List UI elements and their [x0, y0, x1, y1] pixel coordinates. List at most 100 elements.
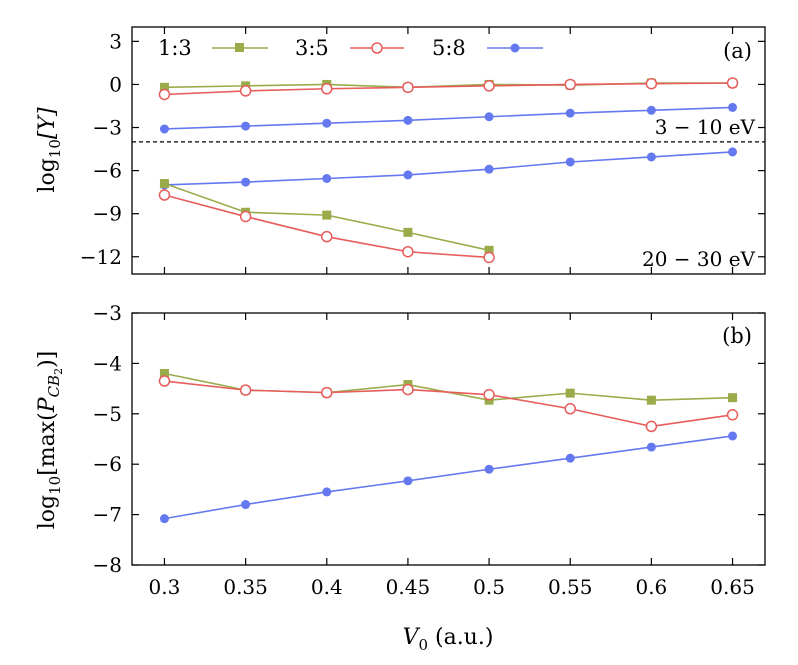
- data-point: [646, 152, 656, 162]
- data-point: [158, 88, 171, 101]
- data-point: [646, 442, 656, 452]
- data-point: [402, 245, 414, 258]
- x-tick-label: 0.6: [635, 575, 667, 599]
- panel-b-ylabel-mid: [max(: [35, 412, 60, 476]
- data-point: [322, 118, 332, 128]
- panel-b-ylabel-cb: CB: [45, 375, 63, 398]
- data-point: [159, 514, 169, 524]
- data-point: [239, 85, 252, 97]
- data-point: [321, 386, 333, 399]
- panel-a-series-5-8-20-30-ev: [159, 147, 738, 190]
- data-point: [322, 210, 332, 220]
- data-point: [484, 245, 494, 255]
- legend-marker-5-8: [510, 43, 520, 53]
- series-line: [164, 435, 733, 520]
- panel-b-ylabel-p: P: [35, 396, 60, 413]
- panel-b-ylabel-end: )]: [35, 351, 60, 368]
- legend-label-3-5: 3:5: [295, 36, 329, 60]
- legend-marker-1-3: [235, 43, 244, 52]
- legend: 1:3 3:5 5:8: [158, 36, 543, 60]
- data-point: [241, 500, 251, 510]
- panel-a-ylabel-prefix: log: [35, 158, 60, 192]
- data-point: [565, 157, 575, 167]
- data-point: [728, 393, 738, 403]
- data-point: [565, 453, 575, 463]
- panel-a-frame: [131, 26, 766, 275]
- data-point: [565, 108, 575, 118]
- data-point: [159, 179, 169, 189]
- panel-b-series-5-8: [159, 431, 738, 524]
- panel-b-frame: [131, 312, 766, 566]
- data-point: [403, 115, 413, 125]
- data-point: [483, 80, 495, 92]
- x-tick-label: 0.55: [548, 575, 593, 599]
- data-point: [728, 147, 738, 157]
- panel-a-ticks: 3 0 −3 −6 −9 −12: [80, 27, 765, 274]
- panel-a-ylabel-arg: [Y]: [35, 107, 60, 139]
- series-line: [164, 194, 490, 259]
- panel-a-series-5-8-3-10-ev: [159, 102, 738, 134]
- panel-a-label: (a): [723, 39, 752, 63]
- panel-a-ytick-label: 0: [109, 72, 122, 96]
- data-point: [402, 81, 414, 94]
- panel-a-ylabel: log10[Y]: [35, 107, 64, 193]
- x-axis-label-var: V: [403, 625, 421, 650]
- panel-a-ytick-label: 3: [109, 29, 122, 53]
- x-tick-label: 0.4: [311, 575, 343, 599]
- legend-marker-3-5: [371, 42, 383, 54]
- panel-b-ytick-label: −3: [93, 301, 122, 325]
- data-point: [321, 83, 333, 95]
- data-point: [159, 368, 169, 378]
- panel-b-label: (b): [722, 324, 752, 348]
- data-point: [726, 77, 739, 89]
- data-point: [322, 487, 332, 497]
- series-line: [164, 151, 733, 186]
- panel-b-ylabel-sub: 10: [46, 476, 64, 495]
- panel-a-ytick-label: −12: [80, 245, 122, 269]
- data-point: [484, 464, 494, 474]
- data-point: [158, 375, 171, 387]
- data-point: [483, 388, 495, 401]
- series-line: [164, 106, 733, 130]
- panel-b-ticks: −3 −4 −5 −6 −7 −8 0.3 0.35 0.4 0.45 0.5 0.55 0.6 0.65: [93, 301, 765, 599]
- data-point: [403, 476, 413, 486]
- x-axis-label: V0 (a.u.): [403, 625, 494, 654]
- data-point: [728, 431, 738, 441]
- x-axis-label-sub: 0: [418, 636, 428, 654]
- panel-b-series-3-5: [158, 375, 739, 433]
- panel-b-ytick-label: −6: [93, 452, 122, 476]
- panel-a-series-1-3-20-30-ev: [159, 179, 494, 255]
- panel-a-series-3-5-3-10-ev: [158, 77, 739, 101]
- legend-label-5-8: 5:8: [432, 36, 466, 60]
- panel-b-ytick-label: −5: [93, 402, 122, 426]
- panel-a-series: [158, 77, 739, 264]
- data-point: [403, 227, 413, 237]
- data-point: [564, 403, 576, 415]
- data-point: [322, 174, 332, 184]
- data-point: [565, 388, 575, 398]
- panel-a-ylabel-sub: 10: [46, 139, 64, 158]
- panel-a-ytick-label: −3: [93, 116, 122, 140]
- data-point: [321, 230, 333, 243]
- data-point: [402, 383, 414, 396]
- annotation-3-10-ev: 3 − 10 eV: [655, 115, 756, 139]
- data-point: [645, 77, 658, 90]
- panel-b-ylabel-prefix: log: [35, 495, 60, 529]
- data-point: [239, 384, 252, 396]
- data-point: [645, 420, 658, 433]
- panel-b-ylabel-cb-sub: 2: [52, 368, 65, 375]
- x-axis-label-unit: (a.u.): [428, 625, 493, 650]
- data-point: [646, 395, 656, 405]
- panel-b-ylabel: log10[max(PCB2)]: [35, 351, 65, 530]
- series-line: [164, 82, 733, 96]
- x-tick-label: 0.45: [386, 575, 431, 599]
- data-point: [728, 102, 738, 112]
- data-point: [564, 78, 576, 91]
- panel-b-ytick-label: −7: [93, 503, 122, 527]
- x-tick-label: 0.5: [473, 575, 505, 599]
- panel-b-series: [158, 368, 739, 524]
- x-tick-label: 0.35: [223, 575, 268, 599]
- data-point: [159, 124, 169, 134]
- series-line: [164, 380, 733, 428]
